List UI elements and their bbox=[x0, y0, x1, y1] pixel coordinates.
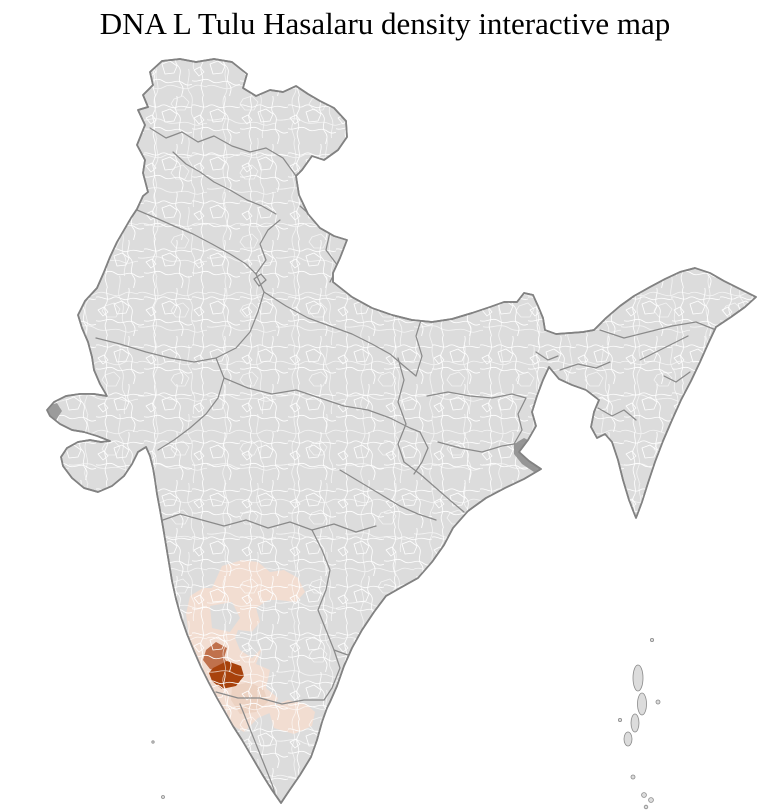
district-boundaries-texture bbox=[47, 59, 756, 803]
state-boundaries bbox=[95, 127, 717, 801]
page-title: DNA L Tulu Hasalaru density interactive … bbox=[99, 6, 671, 41]
andaman-nicobar-islands[interactable] bbox=[618, 638, 661, 810]
lakshadweep-islands[interactable] bbox=[151, 740, 165, 799]
